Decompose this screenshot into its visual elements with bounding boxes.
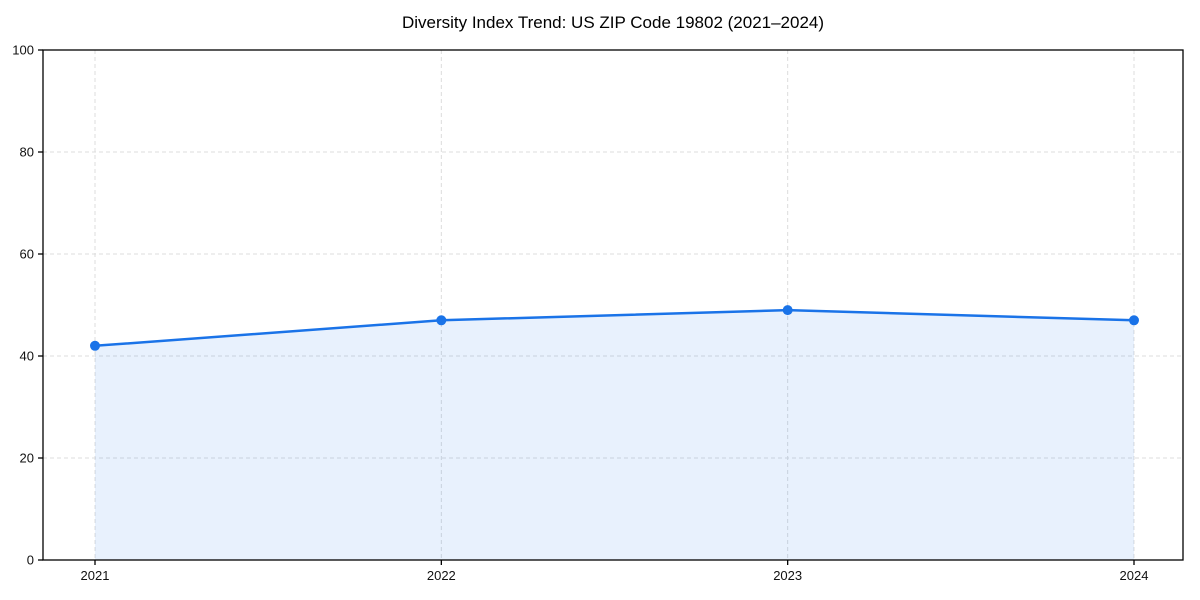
y-tick-label: 100 [12,43,34,58]
data-points-layer [90,305,1139,351]
y-tick-label: 80 [20,145,34,160]
axes-frame-layer [42,49,1184,561]
x-tick-label: 2024 [1120,568,1149,583]
y-tick-label: 0 [27,553,34,568]
series-line-layer [93,308,1136,348]
x-tick-label: 2023 [773,568,802,583]
plot-frame [42,49,1184,561]
y-tick-label: 20 [20,451,34,466]
area-fill [95,310,1134,560]
data-point-2023 [782,305,793,316]
tick-labels-layer: 0 20 40 60 80 100 2021 2022 2023 2024 [12,43,1148,584]
series-line [93,308,1136,348]
data-point-2021 [90,340,100,351]
y-tick-label: 40 [20,349,34,364]
area-fill-layer [95,310,1134,560]
x-tick-label: 2021 [81,568,110,583]
chart-title: Diversity Index Trend: US ZIP Code 19802… [401,13,825,32]
x-tick-label: 2022 [427,568,456,583]
data-point-2024 [1129,315,1139,326]
y-tick-label: 60 [20,247,34,262]
data-point-2022 [436,315,447,326]
